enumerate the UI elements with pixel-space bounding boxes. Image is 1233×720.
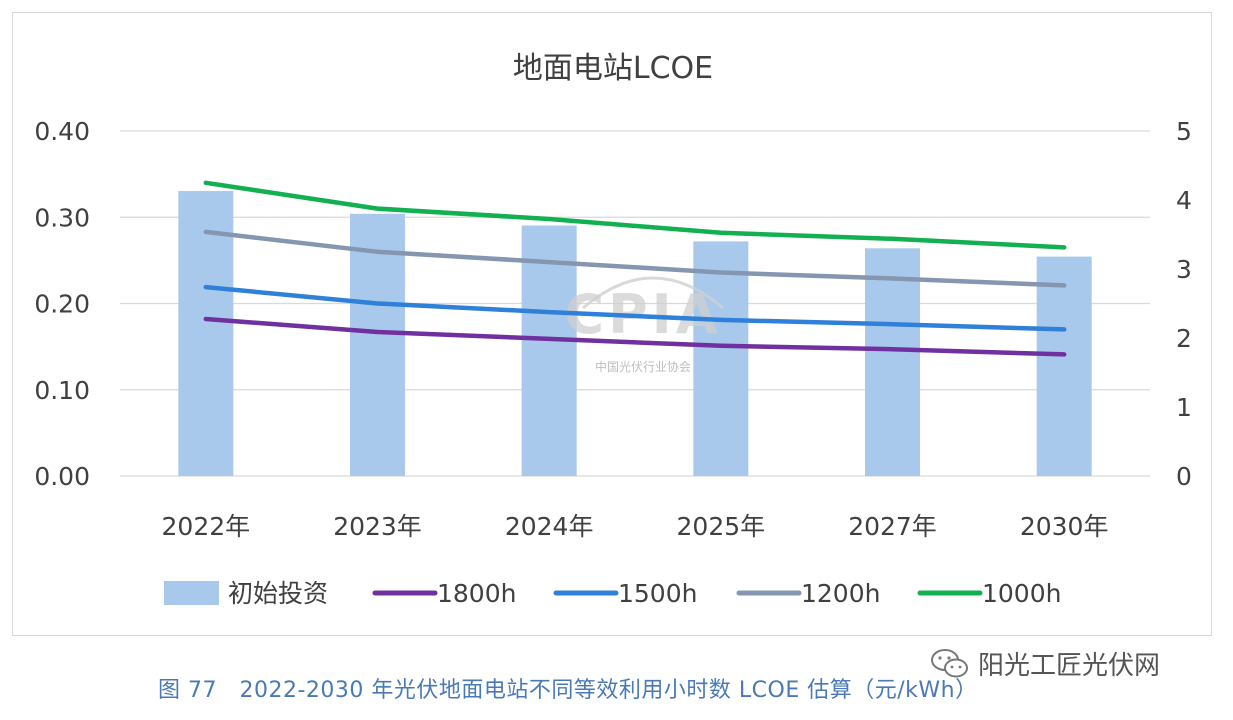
series-line-1500h <box>203 284 1067 332</box>
bar-2025年 <box>693 241 749 476</box>
x-tick-label: 2030年 <box>1020 512 1109 541</box>
y-left-tick-label: 0.00 <box>34 462 90 491</box>
x-tick-label: 2022年 <box>162 512 251 541</box>
bar-2023年 <box>350 213 405 477</box>
y-right-tick-label: 5 <box>1176 117 1192 146</box>
series-line-1800h <box>203 316 1067 357</box>
y-right-tick-label: 4 <box>1176 186 1192 215</box>
legend-label-bar: 初始投资 <box>228 579 328 608</box>
wechat-icon <box>931 648 968 677</box>
legend-label-1000h: 1000h <box>982 579 1061 608</box>
chart-title: 地面电站LCOE <box>513 51 713 86</box>
brand-watermark: 阳光工匠光伏网 <box>930 645 1160 682</box>
legend-swatch-bar <box>164 581 219 605</box>
legend-label-1200h: 1200h <box>801 579 880 608</box>
y-right-tick-label: 0 <box>1176 462 1192 491</box>
y-right-tick-label: 3 <box>1176 255 1192 284</box>
y-left-tick-label: 0.30 <box>34 203 90 232</box>
x-tick-label: 2024年 <box>505 512 594 541</box>
series-line-1200h <box>203 229 1067 288</box>
x-tick-label: 2025年 <box>677 512 766 541</box>
figure-caption: 图 77 2022-2030 年光伏地面电站不同等效利用小时数 LCOE 估算（… <box>158 678 978 703</box>
y-right-tick-label: 2 <box>1176 324 1192 353</box>
chart-svg: 地面电站LCOE0.000.100.200.300.40012345CPIA中国… <box>34 51 1192 608</box>
x-tick-label: 2027年 <box>848 512 937 541</box>
series-line-1000h <box>203 180 1067 250</box>
watermark-arc <box>582 276 724 310</box>
bar-2024年 <box>521 225 577 476</box>
y-right-tick-label: 1 <box>1176 393 1192 422</box>
bar-2027年 <box>865 248 920 476</box>
y-left-tick-label: 0.40 <box>34 117 90 146</box>
brand-text: 阳光工匠光伏网 <box>978 651 1161 681</box>
bar-2022年 <box>178 191 234 476</box>
bar-2030年 <box>1036 256 1092 476</box>
x-tick-label: 2023年 <box>333 512 422 541</box>
legend-label-1500h: 1500h <box>618 579 697 608</box>
y-left-tick-label: 0.10 <box>34 376 90 405</box>
chart-frame: 地面电站LCOE 0.00 0.10 0.20 0.30 0.40 0 1 2 3 4 5 CPIA 中国… <box>12 12 1212 636</box>
legend-label-1800h: 1800h <box>437 579 516 608</box>
y-left-tick-label: 0.20 <box>34 290 90 319</box>
watermark-org: 中国光伏行业协会 <box>595 359 691 374</box>
